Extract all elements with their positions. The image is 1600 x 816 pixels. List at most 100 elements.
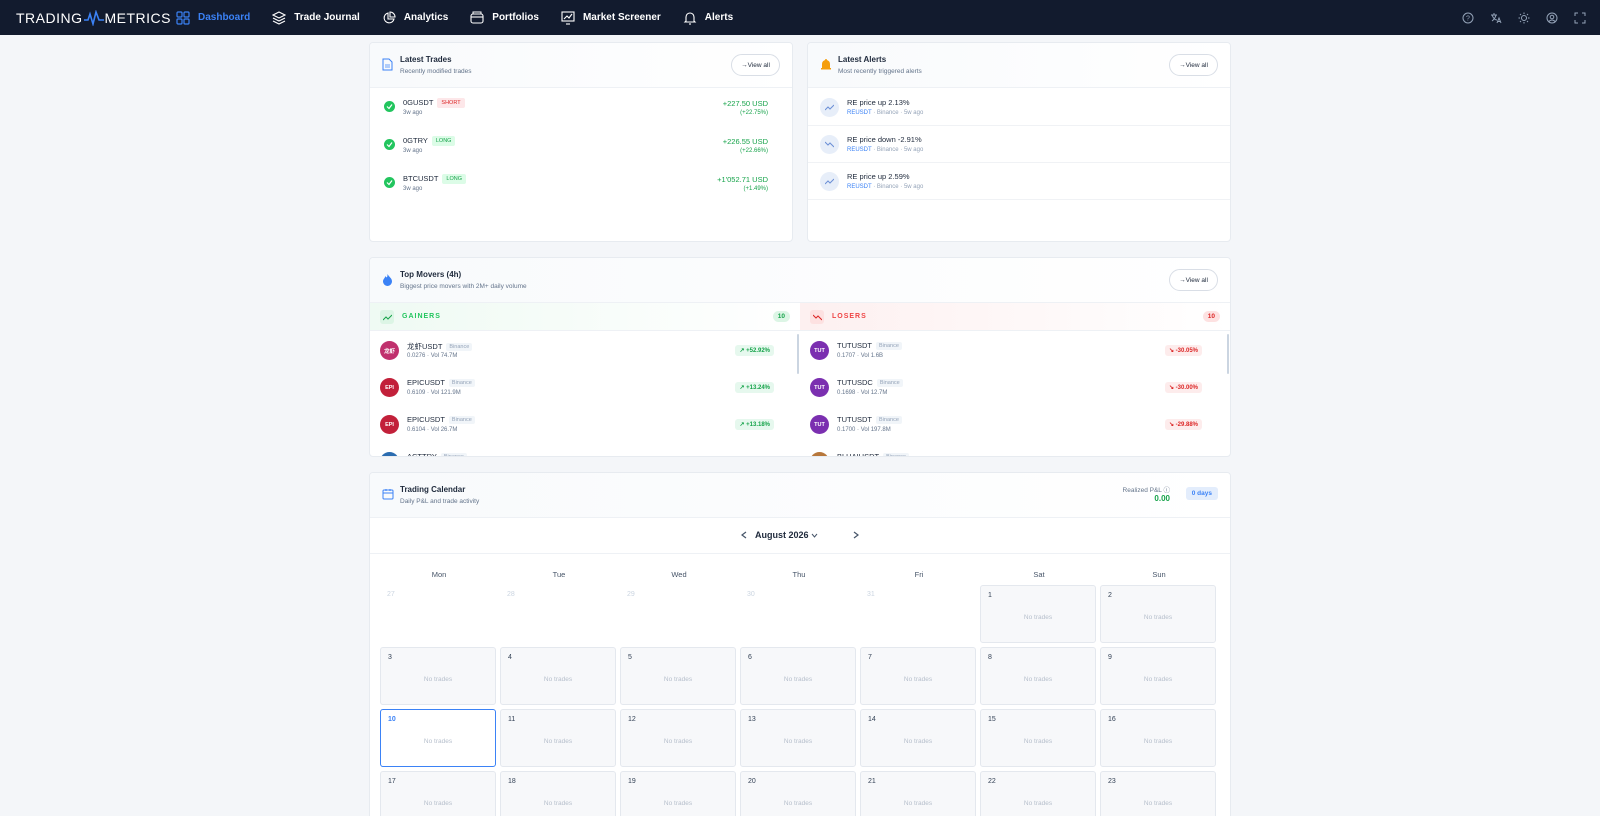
app-logo[interactable]: TRADING METRICS (16, 8, 171, 28)
mover-row[interactable]: TUT TUTUSDC Binance 0.1698 · Vol 12.7M ↘ -30… (800, 369, 1228, 406)
calendar-day[interactable]: 3 No trades (380, 647, 496, 705)
trade-row[interactable]: BTCUSDT LONG 3w ago +1'052.71 USD (+1.49%… (370, 165, 792, 202)
alert-symbol[interactable]: REUSDT (847, 147, 872, 153)
losers-count-badge: 10 (1202, 311, 1220, 322)
nav-portfolios[interactable]: Portfolios (470, 0, 539, 35)
weekday-label: Mon (431, 570, 447, 579)
calendar-day[interactable]: 6 No trades (740, 647, 856, 705)
mover-meta: 0.1707 · Vol 1.6B (837, 353, 883, 359)
day-number: 8 (988, 654, 992, 661)
no-trades-label: No trades (783, 800, 813, 807)
calendar-day[interactable]: 14 No trades (860, 709, 976, 767)
alert-row[interactable]: RE price down -2.91% REUSDT · Binance · … (808, 126, 1230, 163)
mover-row[interactable]: 龙虾 龙虾USDT Binance 0.0276 · Vol 74.7M ↗ +52.9… (370, 332, 798, 369)
main-nav: Dashboard Trade Journal Analytics Portfo… (176, 0, 755, 35)
mover-row[interactable]: ACTTRYBinance (370, 443, 798, 456)
theme-sun-icon[interactable] (1518, 12, 1530, 24)
no-trades-label: No trades (1023, 676, 1053, 683)
calendar-day[interactable]: 2 No trades (1100, 585, 1216, 643)
calendar-day[interactable]: 13 No trades (740, 709, 856, 767)
mover-row[interactable]: EPI EPICUSDT Binance 0.6104 · Vol 26.7M ↗ +1… (370, 406, 798, 443)
nav-dashboard[interactable]: Dashboard (176, 0, 250, 35)
calendar-day[interactable]: 17 No trades (380, 771, 496, 816)
alert-exchange: Binance (876, 147, 899, 153)
losers-label: LOSERS (832, 313, 867, 320)
nav-analytics[interactable]: Analytics (382, 0, 448, 35)
volume-text: Vol 74.7M (430, 353, 458, 359)
day-number: 10 (388, 716, 396, 723)
mover-row[interactable]: EPI EPICUSDT Binance 0.6109 · Vol 121.9M ↗ +… (370, 369, 798, 406)
prev-month-button[interactable] (737, 528, 751, 542)
nav-trade-journal[interactable]: Trade Journal (272, 0, 360, 35)
mover-row[interactable]: TUT TUTUSDT Binance 0.1700 · Vol 197.8M ↘ -2… (800, 406, 1228, 443)
calendar-day[interactable]: 7 No trades (860, 647, 976, 705)
mover-symbol: TUTUSDC Binance (837, 378, 903, 388)
gainers-label: GAINERS (402, 313, 441, 320)
calendar-day[interactable]: 11 No trades (500, 709, 616, 767)
mover-row[interactable]: BLUAIUSDTBinance (800, 443, 1228, 456)
pnl-label-text: Realized P&L (1122, 487, 1162, 494)
calendar-day[interactable]: 4 No trades (500, 647, 616, 705)
view-all-alerts-button[interactable]: → View all (1169, 54, 1218, 76)
calendar-day[interactable]: 21 No trades (860, 771, 976, 816)
calendar-day[interactable]: 1 No trades (980, 585, 1096, 643)
gainers-scrollbar[interactable] (797, 334, 799, 374)
user-account-icon[interactable] (1546, 12, 1558, 24)
alert-symbol[interactable]: REUSDT (847, 184, 872, 190)
nav-market-screener[interactable]: Market Screener (561, 0, 661, 35)
calendar-day[interactable]: 8 No trades (980, 647, 1096, 705)
no-trades-label: No trades (1023, 738, 1053, 745)
alert-row[interactable]: RE price up 2.13% REUSDT · Binance · 5w … (808, 89, 1230, 126)
nav-alerts[interactable]: Alerts (683, 0, 733, 35)
day-number: 21 (868, 778, 876, 785)
day-number: 31 (867, 591, 875, 598)
calendar-day[interactable]: 10 No trades (380, 709, 496, 767)
symbol-text: 0GUSDT (403, 98, 434, 107)
change-badge: ↗ +13.24% (735, 382, 774, 393)
mover-row[interactable]: TUT TUTUSDT Binance 0.1707 · Vol 1.6B ↘ -30.… (800, 332, 1228, 369)
day-number: 30 (747, 591, 755, 598)
calendar-day[interactable]: 12 No trades (620, 709, 736, 767)
logo-text-left: TRADING (16, 10, 83, 26)
no-trades-label: No trades (543, 800, 573, 807)
exchange-badge: Binance (448, 416, 475, 425)
day-number: 12 (628, 716, 636, 723)
help-icon[interactable]: ? (1462, 12, 1474, 24)
calendar-day[interactable]: 19 No trades (620, 771, 736, 816)
check-circle-icon (384, 177, 395, 188)
calendar-day[interactable]: 15 No trades (980, 709, 1096, 767)
card-header: Latest Alerts Most recently triggered al… (808, 43, 1230, 88)
calendar-day[interactable]: 20 No trades (740, 771, 856, 816)
calendar-day[interactable]: 9 No trades (1100, 647, 1216, 705)
trade-symbol: 0GTRY LONG (403, 136, 456, 147)
no-trades-label: No trades (663, 676, 693, 683)
alert-row[interactable]: RE price up 2.59% REUSDT · Binance · 5w … (808, 163, 1230, 200)
trade-row[interactable]: 0GUSDT SHORT 3w ago +227.50 USD (+22.75%) (370, 89, 792, 126)
top-navbar: TRADING METRICS Dashboard Trade Journal … (0, 0, 1600, 35)
chevron-right-icon (853, 531, 859, 539)
info-icon[interactable]: ⓘ (1163, 487, 1171, 494)
calendar-day[interactable]: 18 No trades (500, 771, 616, 816)
trend-down-icon (820, 135, 839, 154)
next-month-button[interactable] (849, 528, 863, 542)
check-circle-icon (384, 139, 395, 150)
calendar-day[interactable]: 16 No trades (1100, 709, 1216, 767)
card-header: Top Movers (4h) Biggest price movers wit… (370, 258, 1230, 303)
trend-up-icon (380, 310, 394, 324)
calendar-day[interactable]: 22 No trades (980, 771, 1096, 816)
day-number: 5 (628, 654, 632, 661)
month-selector[interactable]: August 2026 (755, 530, 818, 540)
losers-scrollbar[interactable] (1227, 334, 1229, 374)
day-number: 22 (988, 778, 996, 785)
alert-symbol[interactable]: REUSDT (847, 110, 872, 116)
volume-text: Vol 1.6B (860, 353, 884, 359)
view-all-trades-button[interactable]: → View all (731, 54, 780, 76)
separator: · (855, 353, 861, 359)
trade-row[interactable]: 0GTRY LONG 3w ago +226.55 USD (+22.66%) (370, 127, 792, 164)
view-all-movers-button[interactable]: → View all (1169, 269, 1218, 291)
card-title: Trading Calendar (400, 485, 466, 494)
translate-icon[interactable] (1490, 12, 1502, 24)
fullscreen-icon[interactable] (1574, 12, 1586, 24)
calendar-day[interactable]: 23 No trades (1100, 771, 1216, 816)
calendar-day[interactable]: 5 No trades (620, 647, 736, 705)
